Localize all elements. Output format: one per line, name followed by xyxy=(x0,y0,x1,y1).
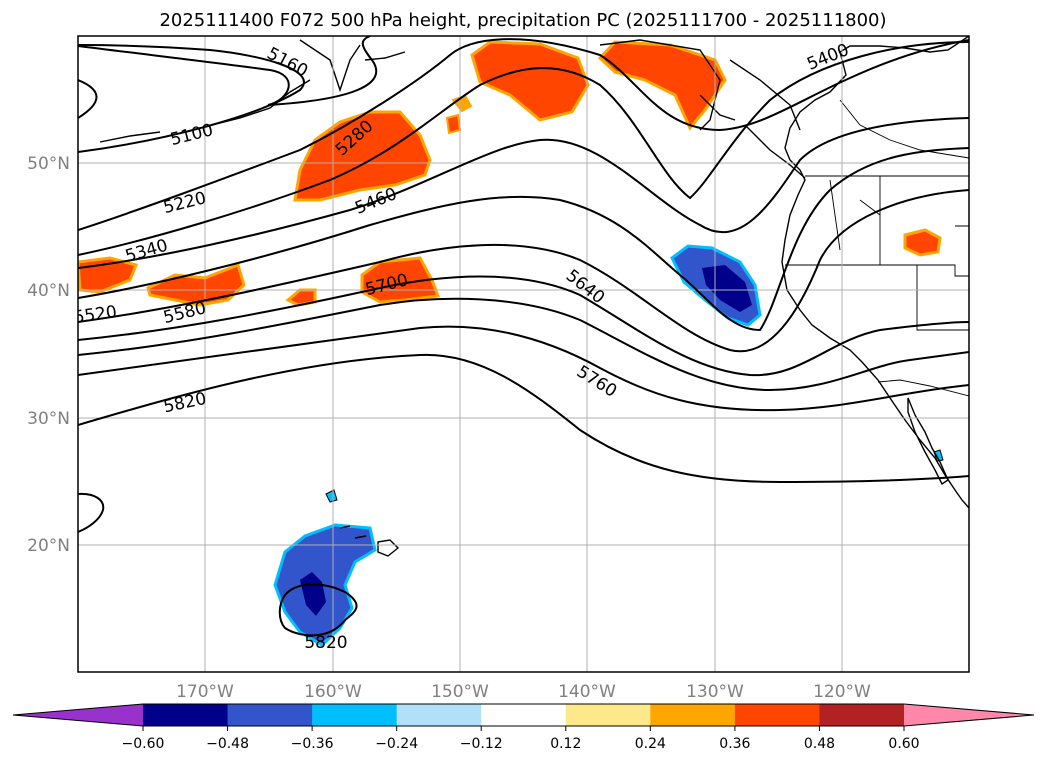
colorbar-segment xyxy=(481,704,567,726)
colorbar-tick-label: −0.12 xyxy=(460,736,503,752)
y-tick-label: 30°N xyxy=(27,409,70,429)
y-tick-label: 40°N xyxy=(27,281,70,301)
height-contour xyxy=(78,36,378,106)
colorbar-segment xyxy=(819,704,905,726)
gridlines xyxy=(78,36,969,672)
colorbar: −0.60 −0.48 −0.36 −0.24 −0.12 0.12 0.24 0.36 0.4… xyxy=(12,703,1035,752)
height-contour xyxy=(78,117,969,269)
precip-area-negative xyxy=(300,572,326,616)
colorbar-segment xyxy=(143,704,229,726)
y-tick-label: 50°N xyxy=(27,154,70,174)
coastline-hawaii xyxy=(339,525,400,557)
colorbar-segment xyxy=(734,704,820,726)
colorbar-tick-label: 0.12 xyxy=(550,736,581,752)
y-tick-label: 20°N xyxy=(27,536,70,556)
colorbar-segment xyxy=(565,704,651,726)
colorbar-extend-upper xyxy=(904,704,1034,726)
precip-area-positive xyxy=(445,113,462,135)
x-tick-label: 120°W xyxy=(813,682,871,702)
coastlines xyxy=(99,36,969,557)
coastline-north-america xyxy=(781,36,969,509)
colorbar-segment xyxy=(312,704,398,726)
colorbar-tick-label: 0.36 xyxy=(719,736,750,752)
colorbar-tick-label: −0.60 xyxy=(122,736,165,752)
colorbar-tick-label: 0.60 xyxy=(888,736,919,752)
height-contour xyxy=(78,44,305,153)
precip-area-positive xyxy=(360,256,441,304)
border-states xyxy=(785,176,969,331)
contour-label: 5820 xyxy=(304,633,347,653)
height-contour xyxy=(278,583,358,637)
precip-area-positive xyxy=(470,40,590,122)
x-tick-label: 130°W xyxy=(686,682,744,702)
height-contour xyxy=(78,325,969,412)
height-contour xyxy=(78,189,969,353)
colorbar-segment xyxy=(650,704,736,726)
precip-area-negative xyxy=(325,489,338,503)
x-tick-label: 160°W xyxy=(304,682,362,702)
x-tick-label: 150°W xyxy=(431,682,489,702)
x-tick-label: 170°W xyxy=(176,682,234,702)
coastline-aleutians xyxy=(99,39,406,143)
precip-area-positive xyxy=(903,228,942,257)
y-tick-labels: 50°N 40°N 30°N 20°N xyxy=(27,154,70,556)
height-contour xyxy=(78,353,969,484)
height-contour xyxy=(78,275,969,377)
border-canada-provinces xyxy=(839,99,969,159)
x-tick-labels: 170°W 160°W 150°W 140°W 130°W 120°W xyxy=(176,682,871,702)
chart-title: 2025111400 F072 500 hPa height, precipit… xyxy=(159,10,886,31)
map-plot-area: 5160 5100 5280 5220 5460 5340 5400 5640 … xyxy=(78,36,969,672)
colorbar-tick-label: −0.48 xyxy=(206,736,249,752)
colorbar-tick-label: 0.48 xyxy=(804,736,835,752)
height-contours xyxy=(78,36,969,637)
colorbar-extend-lower xyxy=(13,704,143,726)
colorbar-segment xyxy=(227,704,313,726)
precip-area-positive xyxy=(597,40,727,131)
height-contour xyxy=(78,297,969,392)
colorbar-tick-label: −0.36 xyxy=(291,736,334,752)
height-contour xyxy=(78,41,969,256)
height-contour xyxy=(78,79,98,119)
precip-area-positive xyxy=(285,288,317,307)
colorbar-segment xyxy=(396,704,482,726)
precip-area-positive xyxy=(146,263,246,307)
map-frame xyxy=(77,35,970,673)
colorbar-tick-label: −0.24 xyxy=(375,736,418,752)
colorbar-tick-label: 0.24 xyxy=(635,736,666,752)
coastline-islands-north xyxy=(599,39,806,179)
coastline-baja xyxy=(907,397,949,486)
height-contour xyxy=(78,38,969,231)
height-contour xyxy=(78,492,105,533)
precip-area-negative xyxy=(933,449,944,462)
border-us-mexico xyxy=(877,379,969,397)
height-contour xyxy=(78,147,969,332)
x-tick-label: 140°W xyxy=(558,682,616,702)
